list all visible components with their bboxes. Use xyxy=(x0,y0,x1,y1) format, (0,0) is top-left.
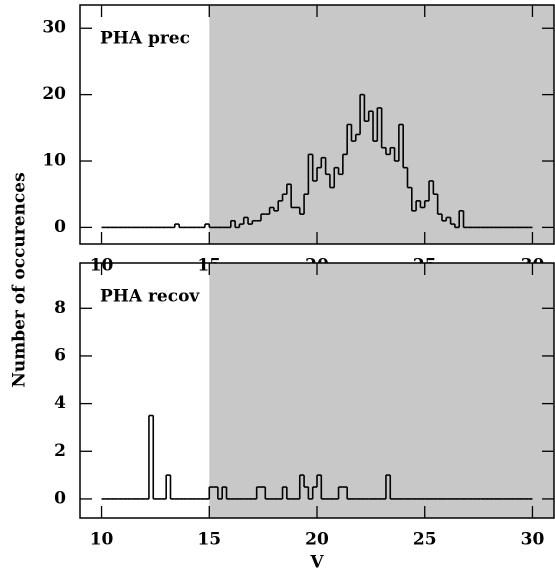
y-tick-label: 2 xyxy=(54,441,66,461)
x-axis-label: V xyxy=(309,553,324,573)
x-tick-label: 25 xyxy=(413,530,437,550)
x-tick-label: 10 xyxy=(90,530,114,550)
y-tick-label: 6 xyxy=(54,345,66,365)
x-tick-label: 15 xyxy=(197,530,221,550)
y-tick-label: 0 xyxy=(54,488,66,508)
y-tick-label: 30 xyxy=(42,18,66,38)
y-tick-label: 8 xyxy=(54,298,66,318)
panel-label: PHA prec xyxy=(100,29,190,49)
x-tick-label: 30 xyxy=(521,530,545,550)
y-tick-label: 4 xyxy=(54,393,66,413)
y-axis-label: Number of occurences xyxy=(10,172,30,387)
y-tick-label: 20 xyxy=(42,84,66,104)
shaded-region xyxy=(209,263,555,518)
panel-label: PHA recov xyxy=(100,287,200,307)
y-tick-label: 10 xyxy=(42,151,66,171)
y-tick-label: 0 xyxy=(54,217,66,237)
x-tick-label: 20 xyxy=(305,530,329,550)
